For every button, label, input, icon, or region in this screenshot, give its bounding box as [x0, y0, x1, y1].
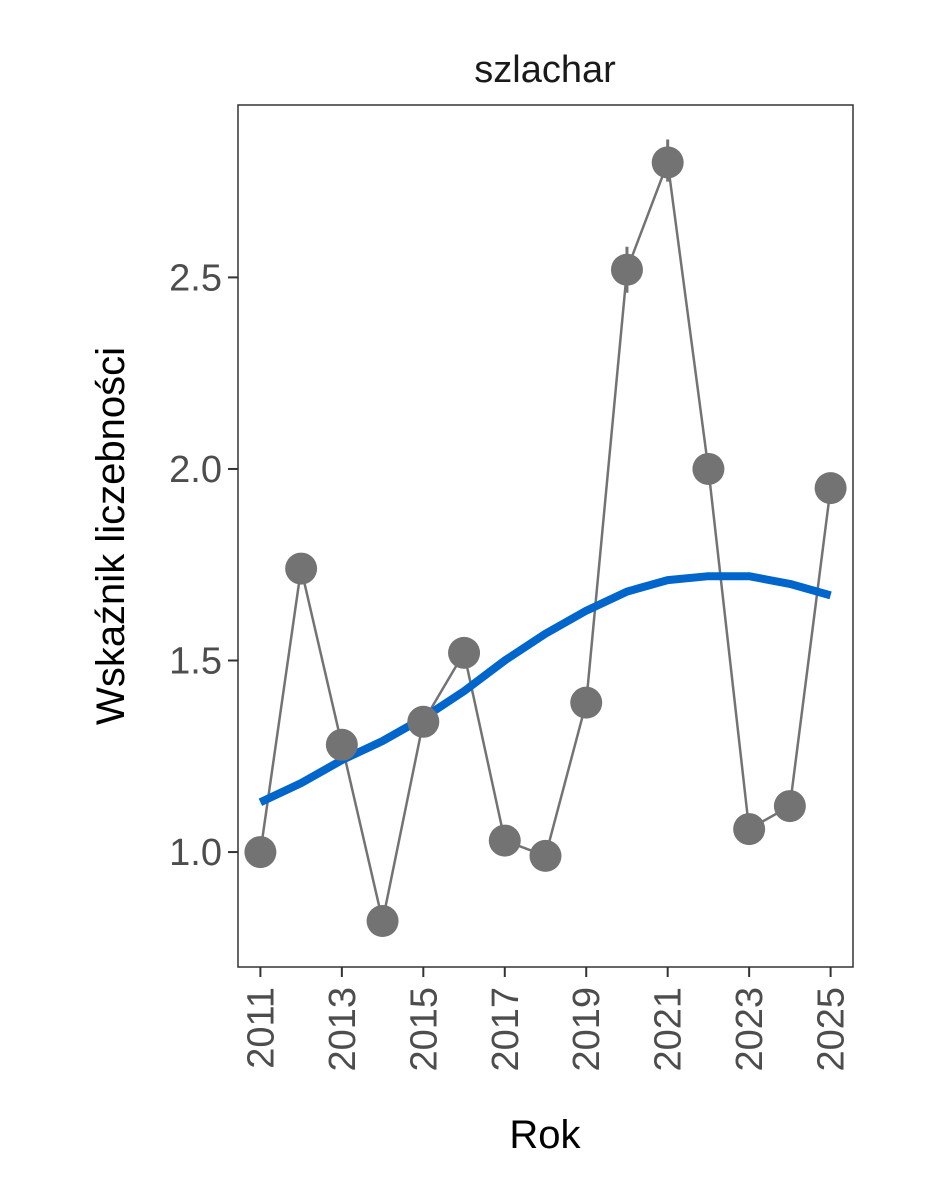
x-tick-label: 2017	[485, 987, 527, 1072]
y-tick-label: 1.5	[169, 641, 222, 683]
data-point	[366, 905, 399, 938]
y-tick-label: 1.0	[169, 832, 222, 874]
data-point	[692, 452, 725, 485]
x-tick-label: 2015	[403, 987, 445, 1072]
series-layer	[244, 139, 847, 938]
x-axis: 2011 2013 2015 2017 2019 2021 2023 2025	[240, 967, 853, 1072]
x-tick-label: 2013	[322, 987, 364, 1072]
data-point	[488, 824, 521, 857]
data-point	[325, 728, 358, 761]
data-point	[814, 472, 847, 505]
y-axis-title: Wskaźnik liczebności	[89, 347, 133, 725]
data-point	[448, 636, 481, 669]
data-point	[407, 705, 440, 738]
chart-title: szlachar	[474, 49, 616, 91]
y-tick-label: 2.0	[169, 449, 222, 491]
data-point	[529, 839, 562, 872]
data-point	[651, 146, 684, 179]
x-axis-title: Rok	[509, 1113, 581, 1157]
x-tick-label: 2023	[729, 987, 771, 1072]
data-point	[285, 552, 318, 585]
y-tick-label: 2.5	[169, 257, 222, 299]
data-point	[610, 253, 643, 286]
data-point	[570, 686, 603, 719]
x-tick-label: 2021	[648, 987, 690, 1072]
data-point	[244, 836, 277, 869]
y-axis: 1.0 1.5 2.0 2.5	[169, 257, 238, 874]
x-tick-label: 2025	[811, 987, 853, 1072]
observed-series-line	[259, 161, 832, 923]
plot-panel	[237, 104, 854, 968]
trend-line	[258, 572, 832, 806]
data-point	[773, 790, 806, 823]
data-point	[733, 813, 766, 846]
x-tick-label: 2011	[240, 987, 282, 1069]
x-tick-label: 2019	[566, 987, 608, 1072]
